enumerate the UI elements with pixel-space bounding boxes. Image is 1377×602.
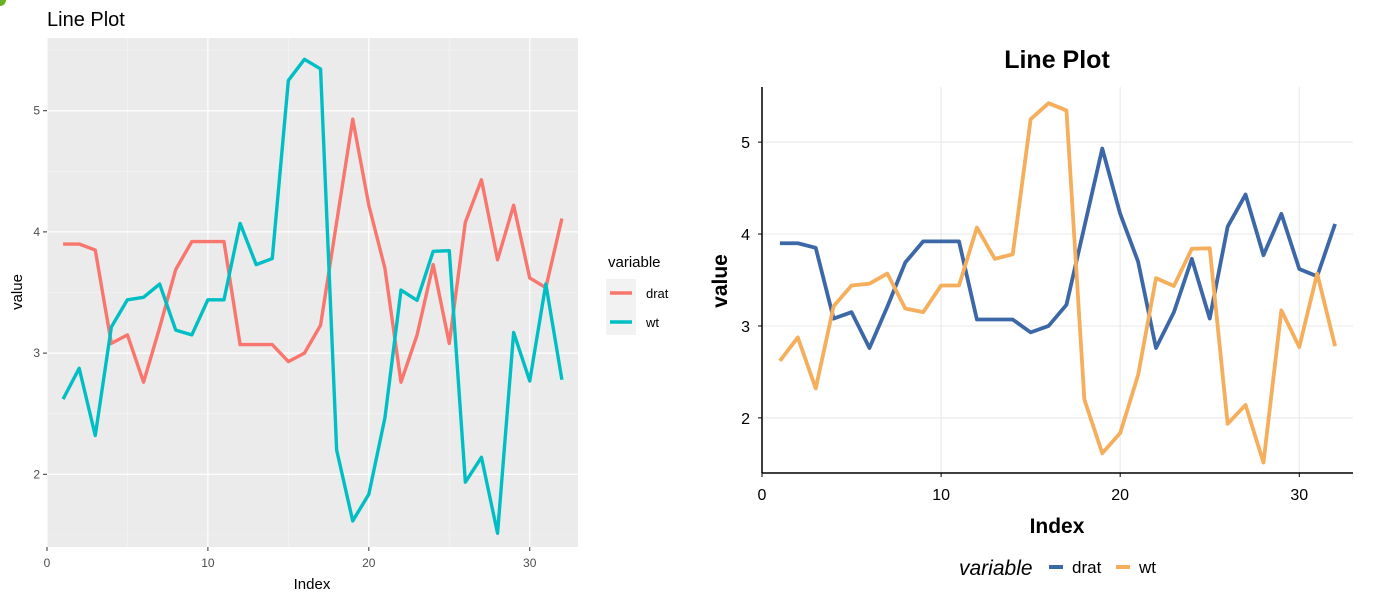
right-chart-title: Line Plot xyxy=(1004,46,1110,74)
left-axis-ticks: 0 10 20 30 2 3 4 5 xyxy=(33,104,536,570)
y-tick-label: 3 xyxy=(741,319,750,336)
left-legend-label-wt: wt xyxy=(645,315,659,330)
right-legend-title: variable xyxy=(959,557,1033,580)
left-legend-keys-bg xyxy=(606,279,636,335)
right-series-lines xyxy=(778,101,1337,465)
y-tick-label: 5 xyxy=(741,135,750,152)
right-gridlines xyxy=(761,87,1353,473)
series-line-drat xyxy=(779,146,1337,350)
series-line-drat xyxy=(63,117,564,384)
left-legend-title: variable xyxy=(608,254,661,271)
x-tick-label: 10 xyxy=(201,556,215,570)
y-tick-label: 5 xyxy=(33,104,40,118)
right-axis-ticks: 0 10 20 30 2 3 4 5 xyxy=(741,135,1308,504)
right-x-axis-label: Index xyxy=(1030,515,1085,538)
left-gridlines xyxy=(46,38,578,547)
right-chart: Line Plot 0 10 20 30 2 3 4 5 Index value variab… xyxy=(709,46,1353,580)
y-tick-label: 4 xyxy=(33,225,40,239)
x-tick-label: 30 xyxy=(1290,487,1308,504)
x-tick-label: 0 xyxy=(44,556,51,570)
y-tick-label: 4 xyxy=(741,227,750,244)
left-chart-title: Line Plot xyxy=(47,9,125,31)
series-line-wt xyxy=(778,101,1337,465)
y-tick-label: 3 xyxy=(33,346,40,360)
left-x-axis-label: Index xyxy=(294,576,331,593)
x-tick-label: 0 xyxy=(758,487,767,504)
x-tick-label: 10 xyxy=(932,487,950,504)
corner-marker-icon xyxy=(0,0,6,6)
left-legend-label-drat: drat xyxy=(646,286,669,301)
right-legend: variable drat wt xyxy=(959,557,1156,580)
x-tick-label: 30 xyxy=(523,556,537,570)
x-tick-label: 20 xyxy=(1111,487,1129,504)
x-tick-label: 20 xyxy=(362,556,376,570)
right-legend-label-drat: drat xyxy=(1072,558,1102,577)
left-y-axis-label: value xyxy=(9,274,26,310)
series-line-wt xyxy=(61,57,564,536)
right-legend-label-wt: wt xyxy=(1138,558,1156,577)
right-y-axis-label: value xyxy=(709,254,732,308)
y-tick-label: 2 xyxy=(741,411,750,428)
left-series-lines xyxy=(61,57,564,536)
left-chart: Line Plot 0 10 20 30 2 3 4 5 Index value variab… xyxy=(9,9,669,593)
left-legend: variable drat wt xyxy=(606,254,669,335)
y-tick-label: 2 xyxy=(33,467,40,481)
